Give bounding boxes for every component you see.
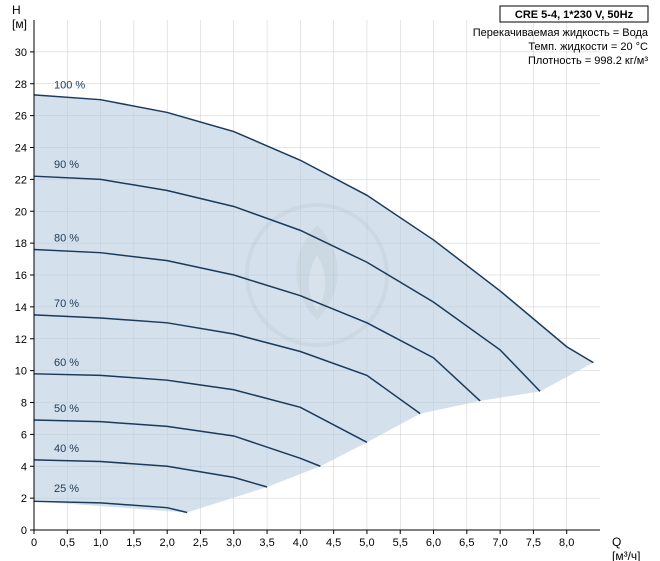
- curve-label-0: 100 %: [54, 80, 85, 92]
- curve-label-1: 90 %: [54, 159, 79, 171]
- y-tick-2: 4: [21, 461, 27, 473]
- info-line-1: Темп. жидкости = 20 °C: [528, 41, 648, 53]
- y-tick-9: 18: [15, 238, 27, 250]
- y-tick-5: 10: [15, 366, 27, 378]
- y-tick-7: 14: [15, 302, 27, 314]
- y-tick-10: 20: [15, 206, 27, 218]
- info-line-0: Перекачиваемая жидкость = Вода: [473, 27, 649, 39]
- y-tick-6: 12: [15, 334, 27, 346]
- x-tick-12: 6,0: [426, 537, 441, 549]
- y-tick-14: 28: [15, 79, 27, 91]
- x-tick-5: 2,5: [193, 537, 208, 549]
- pump-curve-chart: 100 % 90 % 80 % 70 % 60 % 50 % 40 % 25 % 0 0,5 1,0…: [0, 0, 660, 561]
- x-tick-2: 1,0: [93, 537, 108, 549]
- x-tick-3: 1,5: [126, 537, 141, 549]
- x-tick-0: 0: [31, 537, 37, 549]
- chart-svg: 100 % 90 % 80 % 70 % 60 % 50 % 40 % 25 % 0 0,5 1,0…: [0, 0, 660, 561]
- x-tick-9: 4,5: [326, 537, 341, 549]
- y-axis-label: H: [12, 3, 21, 17]
- x-tick-16: 8,0: [559, 537, 574, 549]
- x-tick-8: 4,0: [293, 537, 308, 549]
- y-tick-12: 24: [15, 143, 27, 155]
- x-tick-7: 3,5: [259, 537, 274, 549]
- x-axis-unit: [м³/ч]: [612, 549, 641, 561]
- x-tick-4: 2,0: [160, 537, 175, 549]
- x-tick-15: 7,5: [526, 537, 541, 549]
- x-tick-6: 3,0: [226, 537, 241, 549]
- y-tick-0: 0: [21, 525, 27, 537]
- x-tick-11: 5,5: [393, 537, 408, 549]
- curve-label-7: 25 %: [54, 483, 79, 495]
- curve-label-5: 50 %: [54, 403, 79, 415]
- y-tick-1: 2: [21, 493, 27, 505]
- y-tick-11: 22: [15, 174, 27, 186]
- y-tick-15: 30: [15, 47, 27, 59]
- curve-label-4: 60 %: [54, 357, 79, 369]
- y-tick-3: 6: [21, 429, 27, 441]
- y-tick-4: 8: [21, 398, 27, 410]
- x-tick-14: 7,0: [492, 537, 507, 549]
- x-tick-1: 0,5: [60, 537, 75, 549]
- y-tick-13: 26: [15, 111, 27, 123]
- x-axis-label: Q: [612, 535, 621, 549]
- info-line-2: Плотность = 998.2 кг/м³: [528, 55, 648, 67]
- x-tick-13: 6,5: [459, 537, 474, 549]
- y-axis-unit: [м]: [12, 17, 27, 31]
- chart-title: CRE 5-4, 1*230 V, 50Hz: [515, 9, 634, 21]
- curve-label-3: 70 %: [54, 298, 79, 310]
- y-tick-8: 16: [15, 270, 27, 282]
- x-tick-10: 5,0: [359, 537, 374, 549]
- curve-label-6: 40 %: [54, 443, 79, 455]
- curve-label-2: 80 %: [54, 233, 79, 245]
